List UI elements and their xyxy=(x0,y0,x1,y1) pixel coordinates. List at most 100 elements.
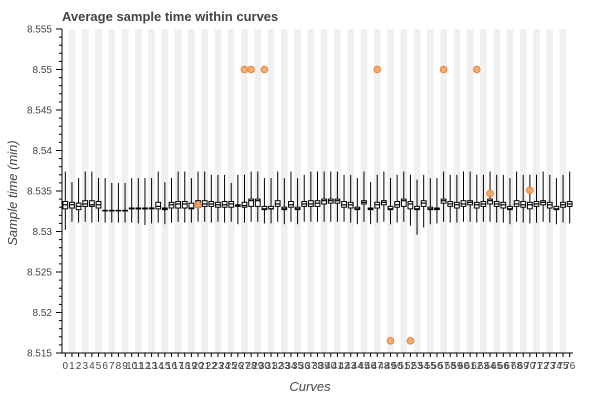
y-tick-label: 8.525 xyxy=(27,268,52,279)
x-tick-label: 15 xyxy=(159,361,171,372)
x-tick-label: 56 xyxy=(431,361,443,372)
box-curve-50 xyxy=(394,174,401,223)
box-curve-65 xyxy=(493,174,500,223)
x-tick-label: 43 xyxy=(345,361,357,372)
box-series xyxy=(62,171,573,235)
box-curve-38 xyxy=(314,171,321,222)
box-curve-0 xyxy=(62,171,69,230)
box-curve-61 xyxy=(467,171,474,222)
box-curve-46 xyxy=(367,182,374,225)
box-curve-43 xyxy=(347,174,354,223)
box-curve-42 xyxy=(341,174,347,222)
box-body xyxy=(387,205,394,211)
x-axis: 0 1 2 3 4 5 6 7 8 9101112131415161718192021222324… xyxy=(62,352,576,372)
x-tick-label: 33 xyxy=(279,361,291,372)
box-curve-12 xyxy=(142,178,148,226)
x-tick-label: 35 xyxy=(292,361,304,372)
x-tick-label: 45 xyxy=(358,361,370,372)
x-tick-label: 34 xyxy=(285,361,297,372)
box-body xyxy=(175,201,182,209)
box-curve-40 xyxy=(327,171,334,222)
x-tick-label: 14 xyxy=(153,361,165,372)
box-curve-7 xyxy=(108,182,115,223)
box-curve-75 xyxy=(560,174,566,223)
x-tick-label: 12 xyxy=(139,361,151,372)
box-curve-44 xyxy=(354,178,361,225)
box-curve-47 xyxy=(374,174,381,223)
outlier-point xyxy=(526,186,534,194)
box-curve-53 xyxy=(414,179,420,235)
box-curve-66 xyxy=(500,174,507,223)
outlier-point xyxy=(247,65,255,74)
box-curve-35 xyxy=(294,178,301,225)
box-body xyxy=(553,205,560,211)
x-tick-label: 16 xyxy=(166,361,178,372)
x-tick-label: 62 xyxy=(471,361,483,372)
y-axis-label: Sample time (min) xyxy=(5,140,20,245)
box-curve-18 xyxy=(181,171,188,223)
box-curve-52 xyxy=(407,174,414,226)
x-tick-label: 61 xyxy=(465,361,477,372)
outlier-point xyxy=(486,189,494,198)
x-tick-label: 37 xyxy=(305,361,317,372)
box-curve-32 xyxy=(274,171,281,222)
x-tick-label: 31 xyxy=(265,361,277,372)
x-tick-label: 49 xyxy=(385,361,397,372)
box-body xyxy=(241,201,248,208)
box-body xyxy=(507,205,513,211)
x-tick-label: 18 xyxy=(179,361,191,372)
x-tick-label: 52 xyxy=(405,361,417,372)
box-curve-28 xyxy=(248,171,255,222)
box-curve-72 xyxy=(540,171,547,222)
box-body xyxy=(487,198,493,205)
x-tick-label: 20 xyxy=(192,361,204,372)
y-tick-label: 8.545 xyxy=(27,106,52,117)
y-axis: 8.515 8.52 8.525 8.53 8.535 8.54 8.545 8.55 8.55… xyxy=(27,25,63,360)
x-tick-label: 71 xyxy=(531,361,543,372)
y-tick-label: 8.535 xyxy=(27,187,52,198)
box-curve-10 xyxy=(128,178,135,223)
box-body xyxy=(407,201,414,210)
box-curve-9 xyxy=(122,182,128,223)
box-curve-6 xyxy=(102,178,109,223)
x-tick-label: 46 xyxy=(365,361,377,372)
y-tick-label: 8.555 xyxy=(27,25,52,36)
x-tick-label: 51 xyxy=(398,361,410,372)
box-curve-69 xyxy=(520,174,527,223)
box-curve-14 xyxy=(155,171,162,223)
x-tick-label: 3 xyxy=(82,361,88,372)
x-tick-label: 38 xyxy=(312,361,324,372)
outlier-point xyxy=(240,65,249,74)
x-tick-label: 67 xyxy=(504,361,516,372)
x-tick-label: 36 xyxy=(299,361,311,372)
box-curve-41 xyxy=(334,171,341,222)
box-curve-16 xyxy=(168,178,175,223)
x-tick-label: 30 xyxy=(259,361,271,372)
outlier-point xyxy=(386,337,395,345)
box-curve-59 xyxy=(453,174,460,223)
outlier-point xyxy=(373,65,382,74)
x-tick-label: 66 xyxy=(498,361,510,372)
y-tick-label: 8.52 xyxy=(33,308,53,319)
outlier-point xyxy=(406,337,415,345)
outlier-series xyxy=(194,65,534,345)
x-tick-label: 73 xyxy=(544,361,556,372)
x-tick-label: 60 xyxy=(458,361,470,372)
x-tick-label: 19 xyxy=(186,361,198,372)
box-curve-39 xyxy=(321,171,328,222)
box-body xyxy=(248,198,255,207)
x-tick-label: 39 xyxy=(319,361,331,372)
x-tick-label: 76 xyxy=(564,361,576,372)
box-body xyxy=(181,201,188,209)
x-tick-label: 48 xyxy=(378,361,390,372)
box-curve-48 xyxy=(380,171,387,222)
x-tick-label: 10 xyxy=(126,361,138,372)
box-curve-45 xyxy=(361,171,367,222)
box-curve-34 xyxy=(288,171,294,222)
box-body xyxy=(321,198,328,205)
box-curve-21 xyxy=(201,171,208,222)
y-tick-label: 8.515 xyxy=(27,349,52,360)
box-curve-23 xyxy=(215,174,221,222)
x-tick-label: 21 xyxy=(199,361,211,372)
